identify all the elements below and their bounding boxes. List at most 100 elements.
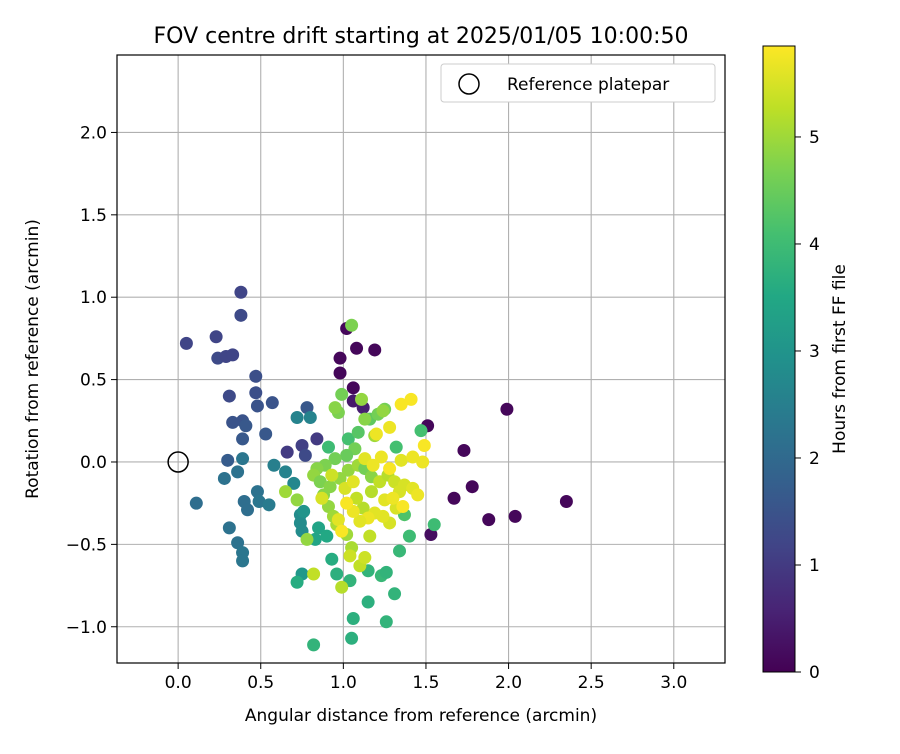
data-point [379,615,393,629]
data-point [447,491,461,505]
data-point [346,381,360,395]
data-point [457,443,471,457]
data-point [340,448,354,462]
grid-lines [117,55,725,663]
colorbar-tick-label: 3 [809,342,820,362]
y-tick-label: 1.0 [80,288,107,308]
data-point [394,453,408,467]
data-point [335,387,349,401]
scatter-points [179,285,573,652]
y-tick-label: 1.5 [80,206,107,226]
y-axis-ticks: −1.0 −0.5 0.0 0.5 1.0 1.5 2.0 [66,123,117,638]
data-point [333,351,347,365]
data-point [388,475,402,489]
data-point [331,513,345,527]
data-point [383,420,397,434]
data-point [346,475,360,489]
colorbar-label: Hours from first FF file [830,264,850,454]
data-point [307,638,321,652]
data-point [250,485,264,499]
x-tick-label: 2.0 [495,673,522,693]
data-point [356,501,370,515]
data-point [330,567,344,581]
data-point [290,575,304,589]
data-point [559,495,573,509]
data-point [189,496,203,510]
data-point [279,465,293,479]
data-point [389,440,403,454]
reference-marker-layer [167,451,189,473]
data-point [280,445,294,459]
data-point [364,485,378,499]
data-point [179,336,193,350]
data-point [226,348,240,362]
data-point [374,450,388,464]
colorbar-tick-label: 0 [809,663,820,683]
y-axis-label: Rotation from reference (arcmin) [23,219,43,499]
data-point [417,439,431,453]
y-tick-label: 0.0 [80,453,107,473]
x-axis-ticks: 0.0 0.5 1.0 1.5 2.0 2.5 3.0 [165,663,687,693]
data-point [217,471,231,485]
x-tick-label: 0.0 [165,673,192,693]
data-point [328,452,342,466]
y-tick-label: 2.0 [80,123,107,143]
data-point [341,432,355,446]
data-point [321,440,335,454]
data-point [234,308,248,322]
data-point [383,462,397,476]
data-point [340,496,354,510]
x-tick-label: 2.5 [578,673,605,693]
data-point [239,419,253,433]
data-point [290,493,304,507]
data-point [388,587,402,601]
x-axis-label: Angular distance from reference (arcmin) [245,706,597,726]
data-point [241,503,255,517]
data-point [500,402,514,416]
data-point [236,452,250,466]
data-point [234,285,248,299]
data-point [297,504,311,518]
data-point [369,427,383,441]
x-tick-label: 0.5 [247,673,274,693]
data-point [298,448,312,462]
data-point [325,552,339,566]
data-point [307,567,321,581]
data-point [300,532,314,546]
x-tick-label: 3.0 [660,673,687,693]
data-point [379,565,393,579]
data-point [482,513,496,527]
data-point [236,432,250,446]
data-point [386,491,400,505]
data-point [300,401,314,415]
data-point [361,595,375,609]
data-point [335,580,349,594]
reference-marker [167,451,189,473]
colorbar-tick-label: 2 [809,449,820,469]
x-tick-label: 1.5 [412,673,439,693]
data-point [358,551,372,565]
data-point [406,450,420,464]
data-point [236,554,250,568]
legend-box [440,63,716,103]
data-point [222,389,236,403]
data-point [226,415,240,429]
data-point [341,463,355,477]
y-tick-label: 0.5 [80,371,107,391]
data-point [287,476,301,490]
data-point [252,495,266,509]
data-point [320,529,334,543]
y-tick-label: −1.0 [66,618,107,638]
data-point [265,396,279,410]
data-point [393,544,407,558]
colorbar-tick-label: 1 [809,556,820,576]
data-point [313,475,327,489]
legend-label: Reference platepar [507,75,669,95]
data-point [343,549,357,563]
data-point [351,425,365,439]
data-point [358,412,372,426]
data-point [465,480,479,494]
data-point [315,491,329,505]
data-point [222,521,236,535]
